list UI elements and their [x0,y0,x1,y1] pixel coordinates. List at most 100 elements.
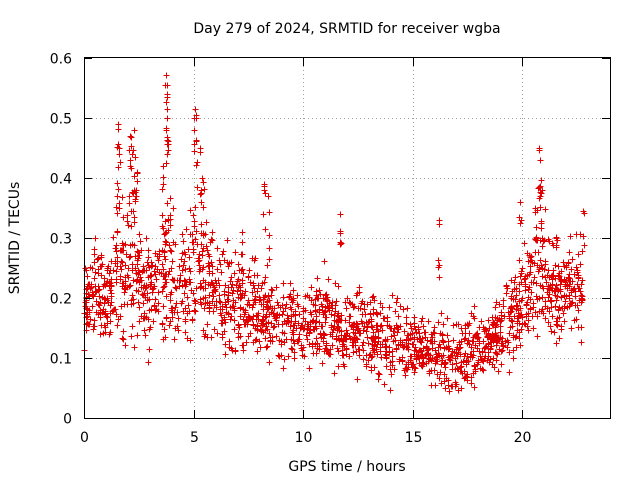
data-point [365,340,372,347]
data-point [304,336,311,343]
data-point [422,352,429,359]
data-point [165,141,172,148]
data-point [143,267,150,274]
data-point [180,238,187,245]
data-point [499,335,506,342]
data-point [343,327,350,334]
data-point [222,351,229,358]
data-point [148,259,155,266]
data-point [324,347,331,354]
data-point [106,331,113,338]
data-point [544,305,551,312]
data-point [494,351,501,358]
data-point [404,305,411,312]
data-point [91,275,98,282]
x-axis-label: GPS time / hours [288,459,405,475]
data-point [395,342,402,349]
data-point [462,350,469,357]
data-point [127,133,134,140]
data-point [389,348,396,355]
data-point [97,299,104,306]
data-point [334,345,341,352]
data-point [542,315,549,322]
data-point [574,269,581,276]
data-point [562,298,569,305]
data-point [160,163,167,170]
data-point [389,292,396,299]
data-point [189,231,196,238]
data-point [315,295,322,302]
data-point [163,99,170,106]
data-point [191,127,198,134]
data-point [450,322,457,329]
data-point [418,339,425,346]
data-point [118,303,125,310]
data-point [349,342,356,349]
data-point [179,267,186,274]
data-point [575,251,582,258]
data-point [370,306,377,313]
data-point [561,318,568,325]
data-point [440,352,447,359]
data-point [194,159,201,166]
data-point [135,288,142,295]
data-point [191,307,198,314]
data-point [436,221,443,228]
data-point [309,340,316,347]
axis-ticks: 0 0.1 0.2 0.3 0.4 0.5 0.6 0 5 10 15 20 [50,52,610,446]
data-point [172,284,179,291]
data-point [148,279,155,286]
data-point [129,267,136,274]
data-point [390,328,397,335]
data-point [122,262,129,269]
data-point [294,292,301,299]
data-point [209,237,216,244]
data-point [335,283,342,290]
data-point [561,263,568,270]
data-point [129,151,136,158]
data-point [295,303,302,310]
data-point [554,322,561,329]
data-point [353,320,360,327]
data-point [379,304,386,311]
data-point [511,313,518,320]
data-point [262,226,269,233]
data-point [205,263,212,270]
data-point [269,287,276,294]
data-point [414,336,421,343]
data-point [302,293,309,300]
data-point [92,269,99,276]
data-point [209,229,216,236]
data-point [134,178,141,185]
data-point [100,330,107,337]
data-point [523,302,530,309]
data-point [368,364,375,371]
data-point [516,320,523,327]
data-point [131,127,138,134]
data-point [283,301,290,308]
data-point [384,322,391,329]
data-point [577,261,584,268]
data-point [500,297,507,304]
data-point [465,337,472,344]
data-point [313,350,320,357]
data-point [268,320,275,327]
data-point [216,292,223,299]
data-point [142,285,149,292]
data-point [431,324,438,331]
data-point [260,294,267,301]
data-point [112,245,119,252]
data-point [231,317,238,324]
data-point [558,277,565,284]
data-point [136,318,143,325]
data-point [201,305,208,312]
data-point [536,195,543,202]
data-point [161,253,168,260]
data-point [425,318,432,325]
data-point [332,280,339,287]
data-point [268,286,275,293]
data-point [346,319,353,326]
data-point [332,308,339,315]
data-point [278,352,285,359]
data-point [189,239,196,246]
